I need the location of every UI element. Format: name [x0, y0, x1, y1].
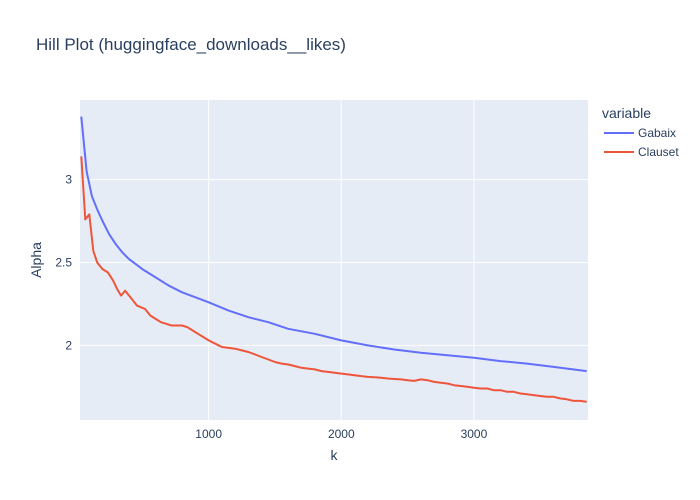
x-tick-label: 2000	[328, 427, 355, 441]
series-line-clauset	[80, 156, 587, 403]
plot-background	[80, 100, 588, 420]
legend: variable Gabaix Clauset	[602, 105, 679, 159]
legend-title: variable	[602, 105, 651, 121]
gridlines	[80, 100, 588, 420]
x-axis: 1000 2000 3000	[195, 427, 487, 441]
x-tick-label: 1000	[195, 427, 222, 441]
x-axis-title: k	[331, 447, 339, 463]
y-axis-title: Alpha	[28, 242, 44, 278]
y-axis: 22.53	[55, 173, 72, 353]
series-line-gabaix	[80, 116, 587, 373]
legend-label-clauset: Clauset	[638, 145, 679, 159]
legend-label-gabaix: Gabaix	[638, 126, 676, 140]
series-lines	[80, 116, 587, 403]
y-tick-label: 2.5	[55, 255, 72, 269]
chart-title: Hill Plot (huggingface_downloads__likes)	[36, 35, 346, 54]
y-tick-label: 2	[65, 338, 72, 352]
y-tick-label: 3	[65, 173, 72, 187]
x-tick-label: 3000	[461, 427, 488, 441]
